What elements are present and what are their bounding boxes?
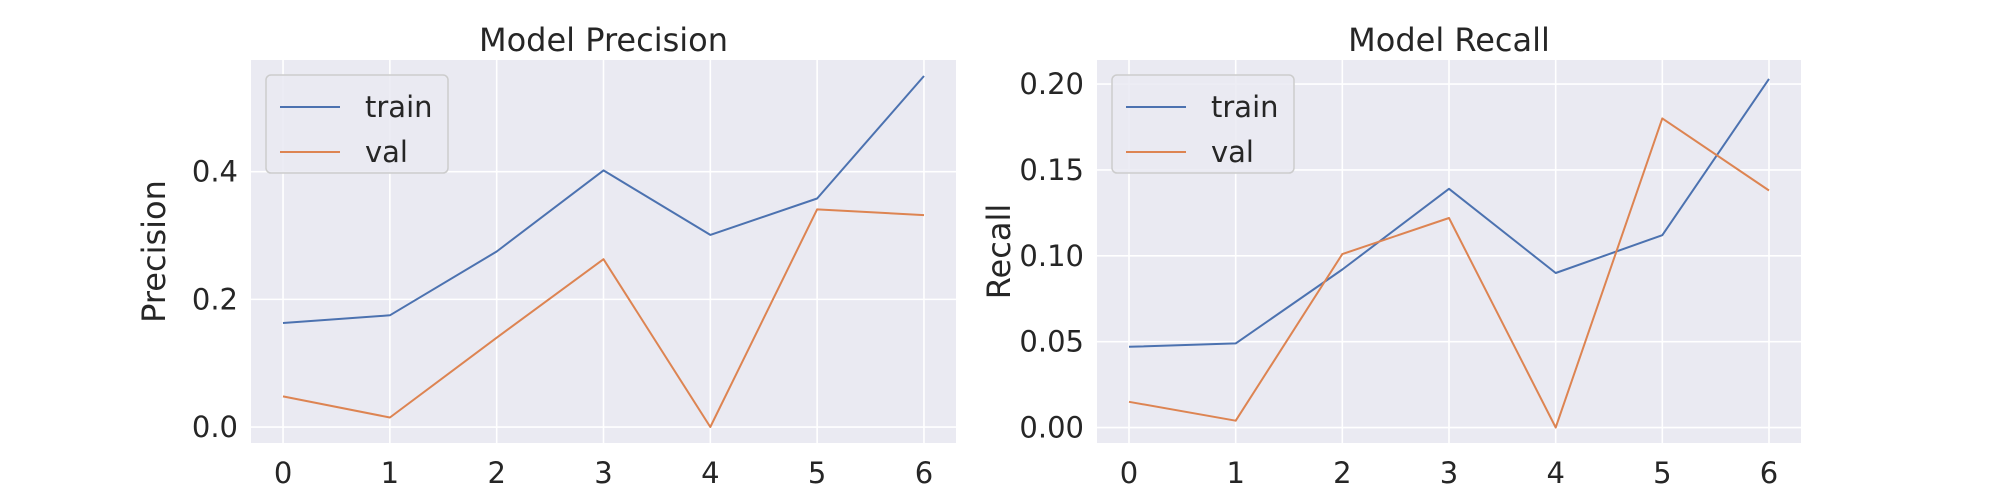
y-axis-label: Recall (980, 204, 1018, 299)
x-tick-label: 0 (1120, 456, 1138, 490)
x-tick-label: 6 (915, 456, 933, 490)
precision-chart: Model Precision Precision 0 1 2 3 4 5 6 0.0 0.2 0.4… (135, 21, 956, 490)
y-tick-label: 0.0 (192, 410, 238, 444)
series-line-val (282, 208, 925, 428)
x-tick-label: 4 (1546, 456, 1564, 490)
chart-title: Model Recall (1348, 21, 1550, 59)
legend: train val (265, 74, 449, 174)
x-tick-label: 2 (487, 456, 505, 490)
y-tick-label: 0.15 (1019, 153, 1084, 187)
x-tick-label: 6 (1760, 456, 1778, 490)
y-tick-label: 0.05 (1019, 325, 1084, 359)
y-tick-label: 0.00 (1019, 411, 1084, 445)
legend-box (265, 74, 449, 174)
legend-label: val (365, 135, 408, 169)
y-axis-label: Precision (135, 180, 173, 323)
chart-title: Model Precision (479, 21, 728, 59)
x-tick-label: 2 (1333, 456, 1351, 490)
legend-label: val (1211, 135, 1254, 169)
legend: train val (1111, 74, 1295, 174)
series-line-val (1128, 117, 1770, 429)
y-tick-label: 0.4 (192, 155, 238, 189)
x-tick-label: 4 (701, 456, 719, 490)
x-tick-label: 1 (381, 456, 399, 490)
x-tick-label: 5 (808, 456, 826, 490)
legend-box (1111, 74, 1295, 174)
x-tick-label: 3 (594, 456, 612, 490)
legend-label: train (365, 90, 433, 124)
series-line-train (1128, 78, 1770, 348)
x-tick-label: 1 (1226, 456, 1244, 490)
legend-label: train (1211, 90, 1279, 124)
x-tick-label: 5 (1653, 456, 1671, 490)
y-tick-label: 0.10 (1019, 239, 1084, 273)
x-tick-label: 0 (274, 456, 292, 490)
y-tick-label: 0.20 (1019, 67, 1084, 101)
x-tick-label: 3 (1440, 456, 1458, 490)
recall-chart: Model Recall Recall 0 1 2 3 4 5 6 0.00 0.05 0.10 0.1… (980, 21, 1801, 490)
series-line-train (282, 75, 925, 324)
y-tick-label: 0.2 (192, 282, 238, 316)
